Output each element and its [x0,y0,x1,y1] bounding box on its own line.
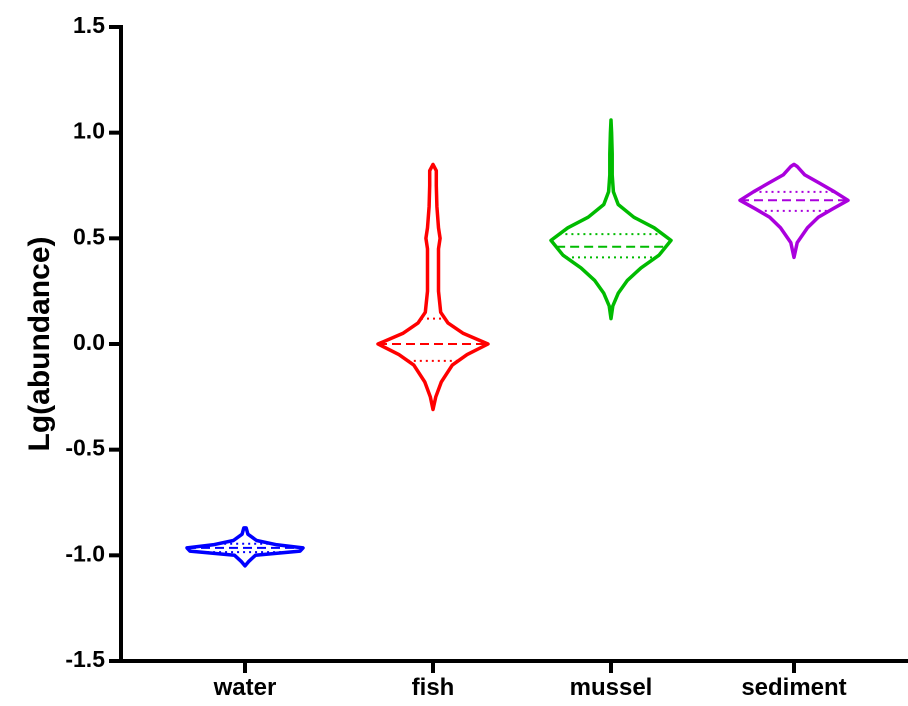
x-tick-label: mussel [570,674,653,701]
violin-mussel [549,118,673,321]
violin-fish [376,162,490,412]
x-tick-label: water [213,674,277,701]
y-tick-label: 1.0 [73,118,105,144]
y-tick-label: -1.5 [65,646,105,672]
y-axis-title: Lg(abundance) [23,237,56,452]
violin-outline [738,162,850,260]
y-tick-label: -0.5 [65,435,105,461]
violin-water [185,526,305,568]
violin-outline [549,118,673,321]
x-tick-label: fish [412,674,455,701]
y-tick-label: 0.5 [73,223,105,249]
violin-sediment [738,162,850,260]
violin-outline [185,526,305,568]
y-tick-label: 1.5 [73,12,105,38]
x-tick-label: sediment [741,674,846,701]
y-tick-label: -1.0 [65,540,105,566]
violin-outline [376,162,490,412]
y-tick-label: 0.0 [73,329,105,355]
